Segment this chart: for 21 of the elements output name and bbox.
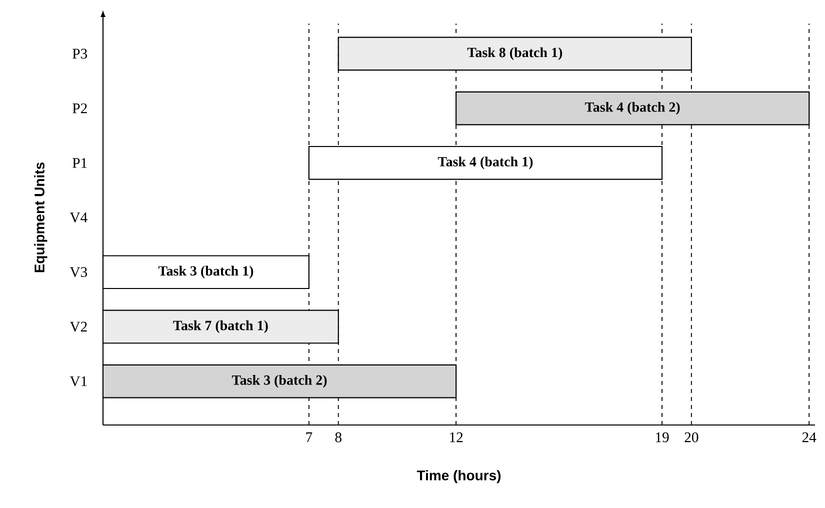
y-tick-label: P2 [72, 103, 87, 114]
x-tick-label: 7 [306, 432, 312, 442]
data-label: Task 3 (batch 2) [232, 374, 327, 388]
y-axis-title: Equipment Units [34, 162, 48, 272]
data-label: Task 4 (batch 2) [585, 102, 680, 115]
x-tick-label: 20 [684, 432, 698, 442]
data-label: Task 4 (batch 1) [438, 156, 533, 170]
x-tick-label: 12 [450, 432, 463, 442]
y-tick-label: P3 [72, 48, 88, 59]
data-label: Task 3 (batch 1) [158, 266, 254, 278]
y-tick-label: V3 [70, 267, 88, 278]
y-tick-label: V2 [70, 322, 87, 332]
y-tick-label: V4 [70, 212, 88, 222]
data-label: Task 8 (batch 1) [467, 47, 562, 60]
x-tick-label: 8 [335, 432, 342, 442]
data-label: Task 7 (batch 1) [173, 320, 268, 334]
y-tick-label: V1 [70, 376, 87, 386]
x-tick-label: 24 [802, 432, 816, 442]
x-axis-title: Time (hours) [416, 470, 501, 484]
y-tick-label: P1 [72, 158, 87, 168]
x-tick-label: 19 [656, 432, 669, 442]
